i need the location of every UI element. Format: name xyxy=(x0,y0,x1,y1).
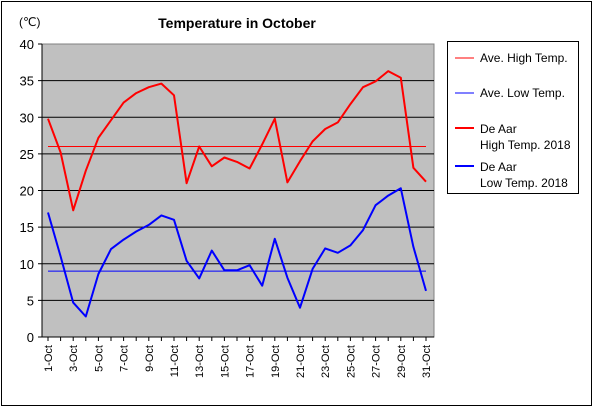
x-tick-label: 27-Oct xyxy=(371,345,383,378)
legend-box xyxy=(447,41,579,194)
x-tick-label: 25-Oct xyxy=(345,345,357,378)
legend-label-3: De Aar Low Temp. 2018 xyxy=(480,160,568,190)
x-tick-label: 31-Oct xyxy=(421,345,433,378)
x-tick-label: 13-Oct xyxy=(194,345,206,378)
legend-label-2: De Aar High Temp. 2018 xyxy=(480,122,571,152)
x-tick-label: 5-Oct xyxy=(93,345,105,372)
x-tick-label: 11-Oct xyxy=(169,345,181,377)
x-tick-label: 15-Oct xyxy=(219,345,231,378)
unit-label: (℃) xyxy=(19,15,40,29)
x-tick-label: 9-Oct xyxy=(144,345,156,372)
y-tick-label: 20 xyxy=(20,184,34,199)
y-tick-label: 30 xyxy=(20,110,34,125)
x-tick-label: 17-Oct xyxy=(245,345,257,378)
x-tick-label: 21-Oct xyxy=(295,345,307,378)
x-axis-ticks: 1-Oct 3-Oct 5-Oct 7-Oct 9-Oct 11-Oct 13-Oct 15-… xyxy=(42,336,434,378)
y-tick-label: 40 xyxy=(20,37,34,52)
chart-title: Temperature in October xyxy=(158,15,316,31)
series-line-3 xyxy=(47,187,427,318)
x-tick-label: 19-Oct xyxy=(270,345,282,378)
y-tick-label: 15 xyxy=(20,220,34,235)
legend-label-1: Ave. Low Temp. xyxy=(480,86,565,100)
y-tick-label: 5 xyxy=(27,293,34,308)
y-tick-label: 10 xyxy=(20,257,34,272)
y-axis-ticks: 0 5 10 15 20 25 30 35 40 xyxy=(20,37,43,345)
y-tick-label: 35 xyxy=(20,74,34,89)
x-tick-label: 1-Oct xyxy=(43,345,55,372)
y-tick-label: 0 xyxy=(27,330,34,345)
x-tick-label: 3-Oct xyxy=(68,345,80,372)
x-tick-label: 23-Oct xyxy=(320,345,332,378)
y-tick-label: 25 xyxy=(20,147,34,162)
x-tick-label: 7-Oct xyxy=(119,345,131,372)
legend-label-0: Ave. High Temp. xyxy=(480,51,568,65)
gridlines xyxy=(42,80,434,301)
legend: Ave. High Temp. Ave. Low Temp. De Aar High … xyxy=(455,51,571,190)
series-line-2 xyxy=(47,70,427,212)
series-layer xyxy=(47,70,427,318)
x-tick-label: 29-Oct xyxy=(396,345,408,378)
